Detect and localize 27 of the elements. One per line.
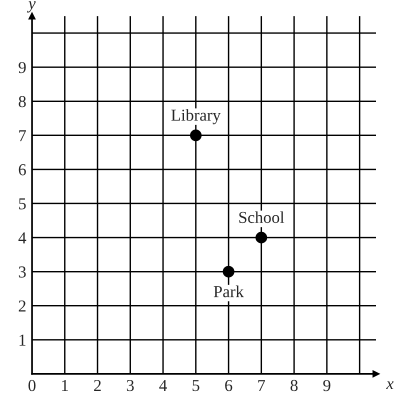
y-tick-label: 5 [19, 198, 26, 210]
y-tick-label: 9 [18, 62, 26, 74]
point [256, 232, 268, 244]
y-tick-label: 3 [18, 266, 26, 278]
x-axis-title: x [386, 381, 394, 390]
x-tick-label: 6 [225, 380, 232, 392]
x-tick-label: 5 [192, 380, 200, 392]
y-tick-label: 4 [18, 232, 26, 244]
y-tick-label: 6 [18, 164, 26, 176]
x-tick-label: 2 [94, 380, 101, 391]
x-tick-label: 0 [28, 380, 36, 392]
point [190, 130, 202, 142]
annotation: School [239, 211, 284, 224]
x-tick-label: 7 [258, 380, 266, 391]
y-tick-label: 8 [18, 96, 26, 108]
x-tick-label: 1 [62, 380, 68, 391]
point [222, 266, 234, 278]
y-axis-title: y [26, 1, 36, 12]
y-tick-label: 2 [18, 300, 26, 312]
y-tick-label: 1 [20, 334, 26, 346]
x-tick-label: 4 [159, 380, 167, 391]
annotation: Park [214, 286, 244, 298]
x-tick-label: 9 [323, 380, 330, 392]
y-tick-label: 7 [19, 130, 26, 142]
x-tick-label: 3 [126, 380, 134, 392]
annotation: Library [171, 109, 221, 124]
x-tick-label: 8 [290, 380, 298, 392]
